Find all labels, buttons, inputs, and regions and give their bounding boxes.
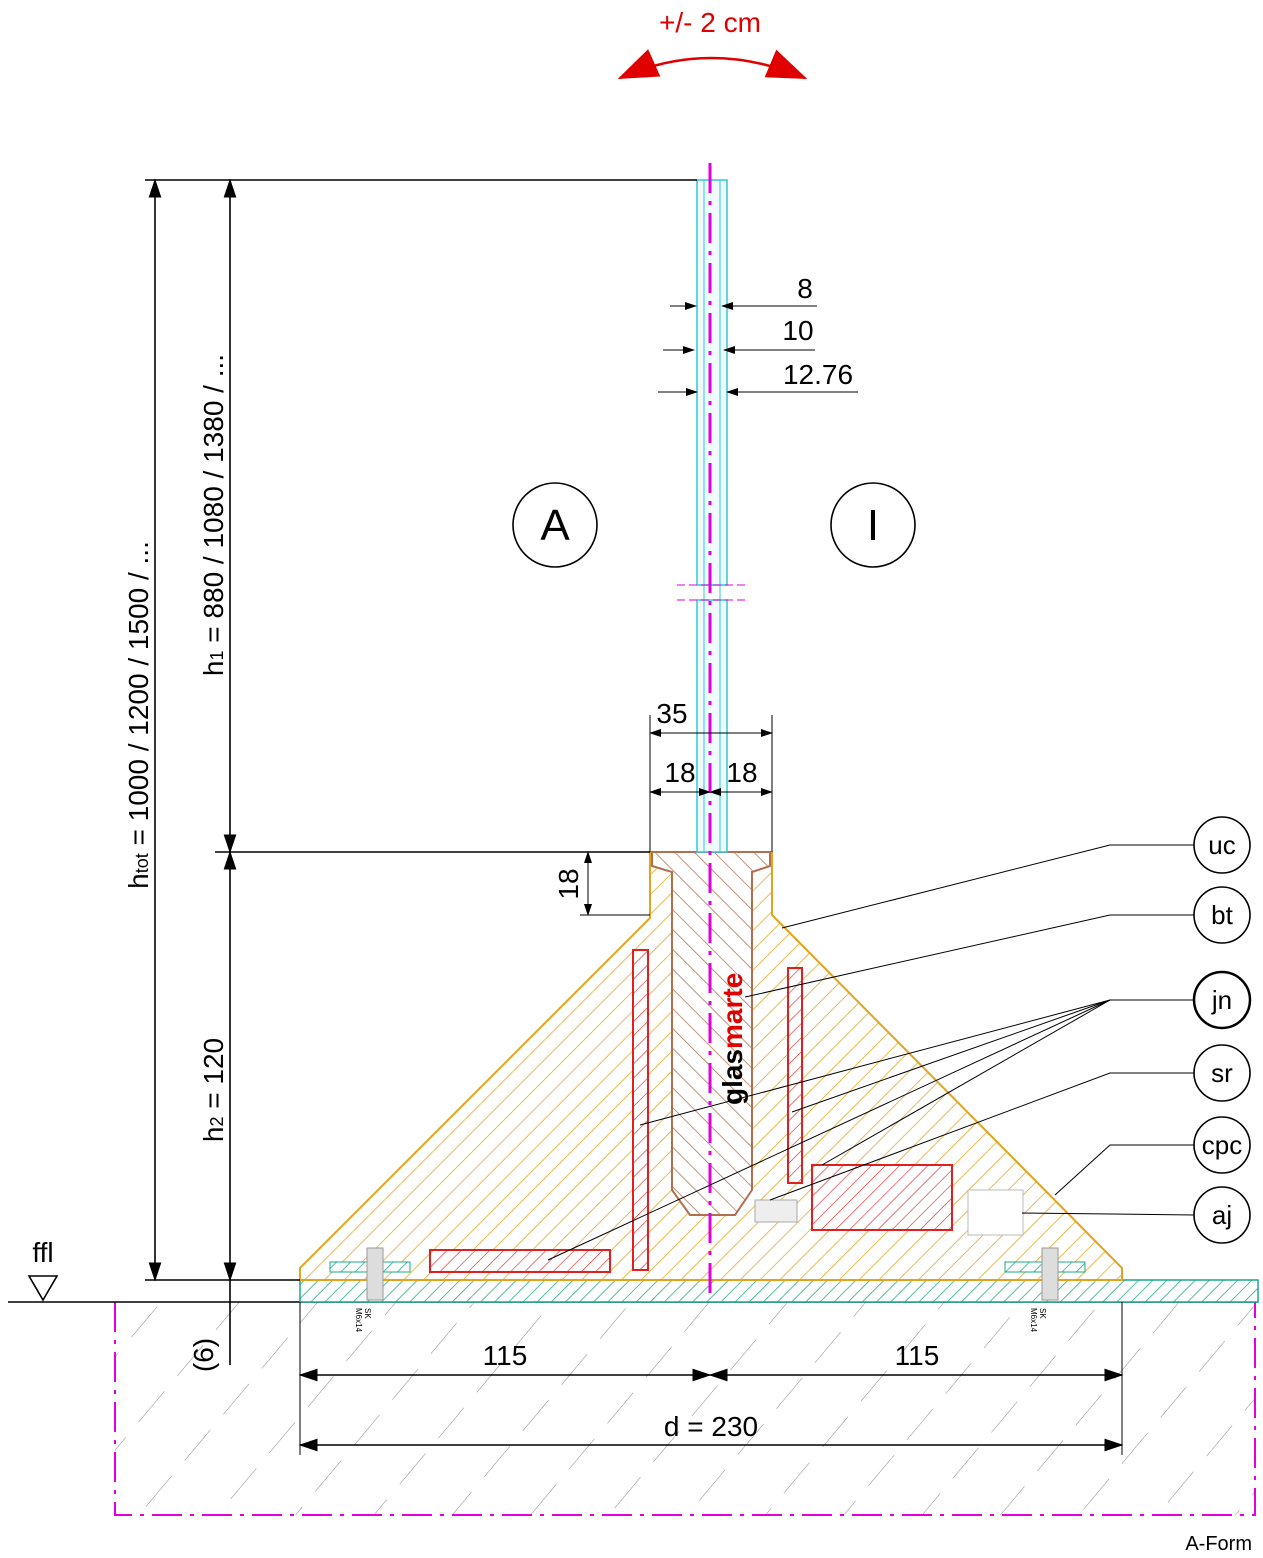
dim-label: 18 — [664, 757, 695, 788]
value: = 880 / 1080 / 1380 / ... — [198, 354, 229, 651]
logo-part: marte — [717, 973, 748, 1049]
floor-label: ffl — [32, 1237, 53, 1268]
screw-size: M6x14 — [1029, 1308, 1038, 1333]
h1-label: h1 = 880 / 1080 / 1380 / ... — [198, 354, 229, 676]
dim-label: 115 — [483, 1340, 528, 1371]
subscript: 2 — [207, 1117, 227, 1127]
symbol: h — [123, 873, 154, 889]
dim-label: 115 — [895, 1340, 940, 1371]
callout-circle — [1193, 816, 1251, 874]
callout-circle — [1193, 1044, 1251, 1102]
callout-circle — [1193, 886, 1251, 944]
adjuster — [967, 1189, 1024, 1236]
side-label: I — [867, 501, 879, 550]
screw — [366, 1247, 384, 1301]
subscript: 1 — [207, 650, 227, 660]
joint — [787, 967, 803, 1184]
screw — [1041, 1247, 1059, 1301]
side-circle — [830, 482, 916, 568]
dim-label: 12.76 — [783, 359, 853, 390]
leader — [821, 999, 1111, 1166]
screw-label: SKM6x14 — [1029, 1308, 1047, 1333]
symbol: h — [198, 661, 229, 677]
callout-circle — [1193, 1186, 1251, 1244]
callout-circle — [1192, 970, 1252, 1030]
logo: glasmarte — [717, 973, 748, 1105]
glass — [696, 599, 728, 853]
leader — [769, 1072, 1194, 1201]
value: = 120 — [198, 1038, 229, 1117]
dim-label: 8 — [797, 273, 813, 304]
subscript: tot — [132, 853, 152, 873]
screw-type: SK — [1038, 1308, 1047, 1319]
callout-label: jn — [1211, 985, 1232, 1015]
form-label: A-Form — [1185, 1533, 1252, 1555]
screw-label: SKM6x14 — [354, 1308, 372, 1333]
screw-size: M6x14 — [354, 1308, 363, 1333]
floor-layer — [299, 1279, 1259, 1303]
joint — [429, 1249, 611, 1273]
callout-circle — [1193, 1116, 1251, 1174]
leader — [1054, 1144, 1194, 1196]
leader — [744, 914, 1194, 998]
dim-label: 35 — [656, 698, 687, 729]
joint — [811, 1164, 953, 1231]
dim-label: 18 — [553, 868, 584, 899]
callout-label: uc — [1208, 830, 1235, 860]
concrete — [115, 1302, 1255, 1515]
side-label: A — [540, 501, 570, 550]
h2-label: h2 = 120 — [198, 1038, 229, 1142]
callout-label: sr — [1211, 1058, 1233, 1088]
concrete-border — [114, 1302, 1256, 1516]
callout-label: cpc — [1202, 1130, 1242, 1160]
callouts: uc bt jn sr cpc aj — [1192, 816, 1252, 1244]
set-screw — [754, 1199, 798, 1223]
h-total-label: htot = 1000 / 1200 / 1500 / ... — [123, 541, 154, 889]
dim-label: 10 — [782, 315, 813, 346]
leader — [1021, 1212, 1195, 1216]
logo-part: glas — [717, 1049, 748, 1105]
callout-label: bt — [1211, 900, 1233, 930]
floor-symbol — [27, 1275, 59, 1302]
movement-arc — [617, 49, 808, 80]
callout-label: aj — [1212, 1200, 1232, 1230]
leader — [791, 999, 1111, 1113]
side-circle — [512, 482, 598, 568]
movement-label: +/- 2 cm — [659, 7, 761, 38]
symbol: h — [198, 1127, 229, 1143]
dim-label: d = 230 — [664, 1411, 758, 1442]
joint — [632, 949, 649, 1271]
glass — [696, 179, 728, 586]
value: = 1000 / 1200 / 1500 / ... — [123, 541, 154, 853]
leader — [781, 844, 1194, 929]
dim-label: 18 — [726, 757, 757, 788]
leader — [547, 999, 1111, 1261]
floor-offset-label: (6) — [188, 1338, 219, 1372]
screw-type: SK — [363, 1308, 372, 1319]
